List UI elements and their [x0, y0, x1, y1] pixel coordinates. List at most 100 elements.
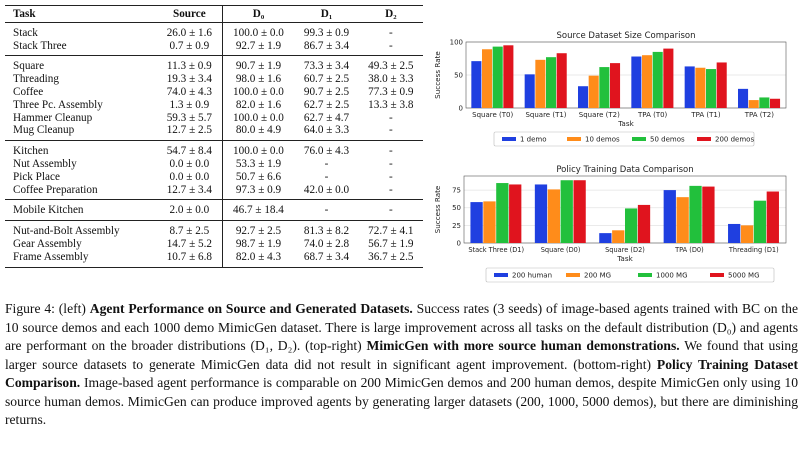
- y-axis-label: Success Rate: [433, 51, 442, 99]
- bar: [759, 97, 770, 108]
- bar: [706, 69, 717, 108]
- cell-d0: 98.7 ± 1.9: [235, 237, 282, 250]
- bar: [766, 191, 779, 243]
- cell-d1: 62.7 ± 4.7: [303, 111, 350, 124]
- bar: [556, 53, 567, 108]
- cell-source: 8.7 ± 2.5: [157, 220, 223, 238]
- table-row: Gear Assembly 14.7 ± 5.2 98.7 ± 1.9 74.0 ± …: [5, 237, 423, 251]
- bar: [599, 67, 610, 108]
- table-row: Stack Three 0.7 ± 0.9 92.7 ± 1.9 86.7 ± 3.4…: [5, 39, 423, 56]
- cell-d1: 86.7 ± 3.4: [303, 39, 350, 52]
- cell-d0: 82.0 ± 4.3: [222, 250, 295, 268]
- cell-task: Hammer Cleanup: [13, 111, 93, 124]
- cell-d0: 80.0 ± 4.9: [235, 124, 282, 137]
- cell-d0: 92.7 ± 1.9: [235, 39, 282, 52]
- table-row: Mug Cleanup 12.7 ± 2.5 80.0 ± 4.9 64.0 ± 3.…: [5, 124, 423, 141]
- y-tick-label: 100: [450, 39, 463, 47]
- bar: [652, 51, 663, 108]
- x-tick-label: TPA (D0): [674, 246, 704, 254]
- chart-title: Policy Training Data Comparison: [556, 165, 693, 175]
- y-tick-label: 50: [454, 72, 463, 80]
- table-row: Hammer Cleanup 59.3 ± 5.7 100.0 ± 0.0 62.7 …: [5, 111, 423, 125]
- cell-source: 0.0 ± 0.0: [157, 157, 223, 171]
- cell-d1: -: [324, 157, 329, 170]
- legend-swatch: [502, 137, 516, 141]
- cell-source: 12.7 ± 2.5: [157, 124, 223, 141]
- bar: [770, 98, 781, 108]
- cell-task: Coffee Preparation: [13, 183, 98, 196]
- cell-d0: 53.3 ± 1.9: [235, 157, 282, 170]
- bar: [578, 86, 589, 108]
- bar: [740, 225, 754, 243]
- legend-label: 1 demo: [520, 136, 547, 144]
- cell-d2: 77.3 ± 0.9: [368, 85, 414, 98]
- cell-d0: 100.0 ± 0.0: [222, 21, 295, 40]
- x-tick-label: Square (D2): [605, 246, 645, 254]
- cell-source: 10.7 ± 6.8: [157, 250, 223, 268]
- bar: [753, 200, 767, 243]
- bar: [509, 184, 522, 243]
- legend-box: [485, 267, 775, 283]
- cell-d1: 68.7 ± 3.4: [294, 250, 359, 268]
- bar: [496, 183, 509, 243]
- legend-label: 200 human: [512, 272, 552, 280]
- legend-label: 5000 MG: [728, 272, 760, 280]
- legend-swatch: [566, 273, 580, 277]
- cell-task: Frame Assembly: [5, 250, 158, 268]
- cell-d1: -: [294, 199, 359, 221]
- cell-task: Gear Assembly: [13, 237, 82, 250]
- cell-d2: 49.3 ± 2.5: [358, 55, 423, 74]
- table-row: Threading 19.3 ± 3.4 98.0 ± 1.6 60.7 ± 2.5 3…: [5, 73, 423, 86]
- bar: [728, 223, 741, 243]
- cell-d0: 97.3 ± 0.9: [235, 183, 282, 196]
- cell-d1: 90.7 ± 2.5: [303, 85, 350, 98]
- cell-d0: 98.0 ± 1.6: [235, 73, 282, 86]
- cell-task: Nut-and-Bolt Assembly: [5, 220, 158, 238]
- y-tick-label: 75: [452, 187, 461, 195]
- cell-d0: 46.7 ± 18.4: [222, 199, 295, 221]
- x-tick-label: Threading (D1): [728, 246, 779, 254]
- cell-source: 54.7 ± 8.4: [157, 140, 223, 158]
- cell-d2: -: [358, 21, 423, 40]
- header-d2: D₂: [358, 5, 423, 23]
- table-row: Coffee 74.0 ± 4.3 100.0 ± 0.0 90.7 ± 2.5 77.…: [5, 85, 423, 99]
- cell-d2: -: [388, 170, 393, 183]
- x-tick-label: Square (T2): [579, 111, 620, 119]
- header-d0: D₀: [222, 5, 295, 23]
- cell-task: Coffee: [13, 85, 44, 98]
- cell-source: 11.3 ± 0.9: [157, 55, 223, 74]
- cell-d1: 60.7 ± 2.5: [303, 73, 350, 86]
- cell-d1: 99.3 ± 0.9: [294, 21, 359, 40]
- cell-d0: 100.0 ± 0.0: [233, 111, 284, 124]
- cell-source: 2.0 ± 0.0: [157, 199, 223, 221]
- bar: [560, 180, 573, 243]
- cell-task: Mug Cleanup: [13, 124, 75, 137]
- table-row: Mobile Kitchen 2.0 ± 0.0 46.7 ± 18.4- -: [5, 199, 423, 221]
- header-d1: D₁: [294, 5, 359, 23]
- cell-d1: 73.3 ± 3.4: [294, 55, 359, 74]
- caption-text-3: Image-based agent performance is compara…: [5, 375, 798, 427]
- cell-d2: -: [388, 183, 393, 196]
- cell-d1: 64.0 ± 3.3: [303, 124, 350, 137]
- results-table-container: Task Source D₀ D₁ D₂ Stack 26.0 ± 1.6 100.…: [5, 5, 423, 268]
- legend-label: 200 MG: [584, 272, 611, 280]
- legend-box: [493, 131, 755, 147]
- x-axis-label: Task: [616, 254, 633, 263]
- bar: [642, 55, 653, 108]
- bar: [631, 56, 642, 108]
- table-row: Nut Assembly 0.0 ± 0.0 53.3 ± 1.9 - -: [5, 157, 423, 171]
- caption-text-2: We found that using larger source datase…: [5, 338, 798, 372]
- cell-task: Stack Three: [13, 39, 67, 52]
- cell-d2: 72.7 ± 4.1: [358, 220, 423, 238]
- cell-d0: 100.0 ± 0.0: [222, 140, 295, 158]
- caption-lead: Figure 4: (left): [5, 301, 90, 316]
- cell-task: Square: [5, 55, 158, 74]
- legend-swatch: [710, 273, 724, 277]
- cell-source: 74.0 ± 4.3: [157, 85, 223, 99]
- cell-d0: 50.7 ± 6.6: [235, 170, 282, 183]
- cell-d0: 90.7 ± 1.9: [222, 55, 295, 74]
- y-tick-label: 0: [457, 240, 461, 248]
- bar: [738, 88, 749, 108]
- chart-title: Source Dataset Size Comparison: [557, 31, 696, 41]
- bar: [492, 46, 503, 108]
